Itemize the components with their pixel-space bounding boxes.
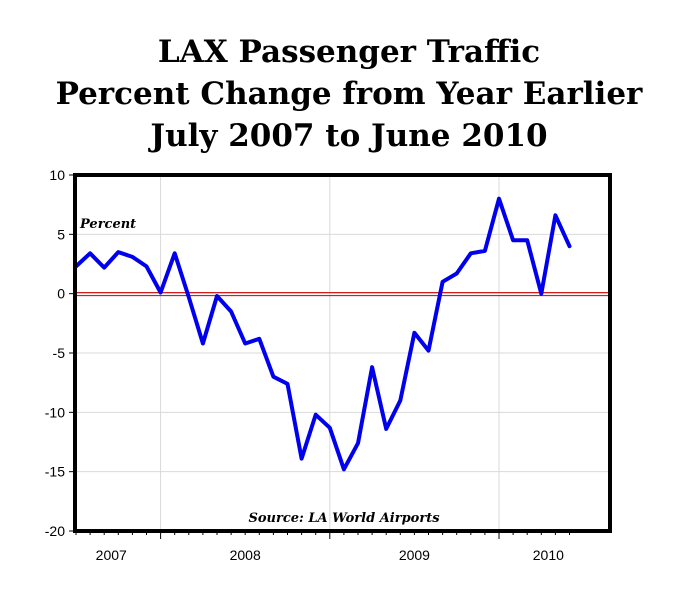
x-year-label: 2007 (96, 547, 127, 563)
data-point (257, 337, 261, 341)
data-points (74, 197, 572, 472)
data-point (441, 280, 445, 284)
data-point (130, 255, 134, 259)
y-tick-label: -5 (53, 345, 66, 361)
y-tick-label: 5 (57, 226, 65, 242)
title-line-1: LAX Passenger Traffic (158, 34, 540, 70)
data-point (145, 264, 149, 268)
data-point (342, 467, 346, 471)
title-line-3: July 2007 to June 2010 (147, 118, 547, 154)
data-point (229, 309, 233, 313)
y-axis-label: Percent (79, 217, 136, 232)
data-point (356, 441, 360, 445)
data-point (88, 251, 92, 255)
source-note: Source: LA World Airports (248, 511, 440, 526)
y-tick-label: -20 (45, 523, 65, 539)
data-point (539, 292, 543, 296)
data-point (159, 290, 163, 294)
data-point (173, 251, 177, 255)
x-year-label: 2009 (399, 547, 430, 563)
x-axis-ticks: 2007 2008 2009 2010 (75, 531, 570, 563)
data-point (398, 398, 402, 402)
data-point (568, 244, 572, 248)
data-point (116, 250, 120, 254)
data-point (243, 342, 247, 346)
title-line-2: Percent Change from Year Earlier (56, 76, 643, 112)
chart-title: LAX Passenger Traffic Percent Change fro… (56, 34, 643, 154)
y-tick-label: 0 (57, 286, 65, 302)
data-point (286, 382, 290, 386)
series-line (74, 196, 572, 472)
data-point (455, 271, 459, 275)
gridlines (75, 175, 610, 531)
data-point (201, 342, 205, 346)
data-point (215, 294, 219, 298)
y-tick-label: 10 (49, 167, 65, 183)
data-point (314, 413, 318, 417)
y-tick-label: -15 (45, 464, 65, 480)
data-point (511, 238, 515, 242)
data-point (271, 375, 275, 379)
data-point (187, 295, 191, 299)
data-point (553, 213, 557, 217)
data-point (370, 365, 374, 369)
data-point (328, 426, 332, 430)
x-year-label: 2008 (230, 547, 261, 563)
data-point (427, 349, 431, 353)
data-point (384, 427, 388, 431)
y-axis-ticks: 10 5 0 -5 -10 -15 -20 (45, 167, 75, 539)
data-point (497, 197, 501, 201)
data-point (300, 457, 304, 461)
x-year-label: 2010 (533, 547, 564, 563)
data-point (412, 331, 416, 335)
data-point (102, 266, 106, 270)
data-point (469, 251, 473, 255)
data-point (483, 249, 487, 253)
y-tick-label: -10 (45, 404, 65, 420)
data-point (525, 238, 529, 242)
